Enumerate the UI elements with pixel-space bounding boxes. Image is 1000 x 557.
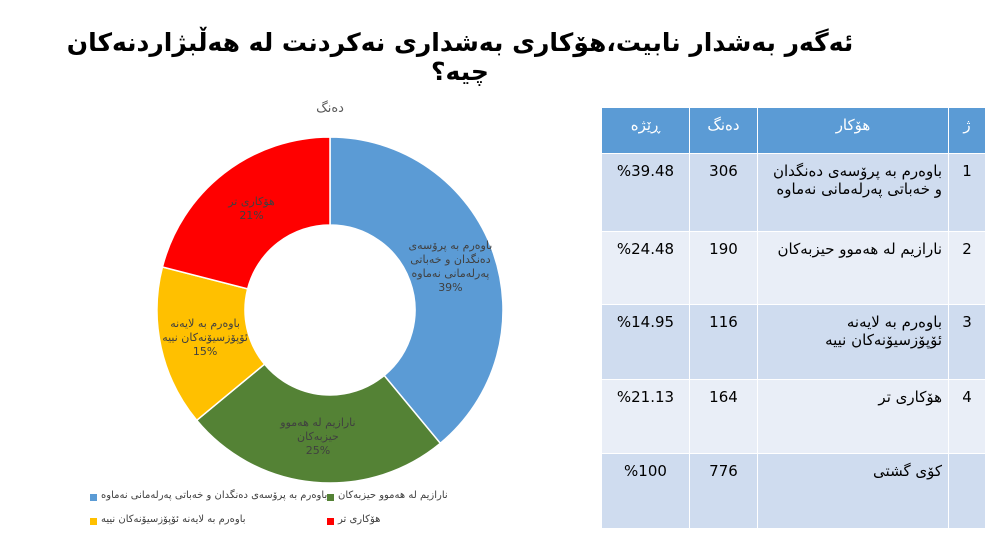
- table-cell: کۆی گشتی: [757, 453, 949, 529]
- data-label-value: 25%: [305, 444, 331, 458]
- legend-label: باوەرم بە پرۆسەی دەنگدان و خەباتی پەرلەم…: [101, 490, 328, 501]
- table-row: %39.48 306 باوەرم بە پرۆسەی دەنگدان و خەبا…: [601, 153, 986, 232]
- table-row: %100 776 کۆی گشتی: [601, 453, 986, 529]
- legend-label: هۆکاری تر: [338, 514, 381, 525]
- donut-slice: [329, 136, 504, 445]
- chart: دەنگ باوەرم بە پرۆسەی دەنگدان و خەباتی پ…: [156, 100, 504, 484]
- chart-title: دەنگ: [316, 100, 344, 116]
- data-label-value: 21%: [239, 208, 264, 222]
- legend-swatch: [327, 518, 334, 525]
- slide-title: ئەگەر بەشدار نابیت،هۆکاری بەشداری نەکردن…: [66, 28, 854, 86]
- legend-label: باوەرم بە لایەنە ئۆپۆزسیۆنەکان نییە: [101, 514, 246, 525]
- data-label-name: نارازیم لە هەموو حیزبەکان: [280, 416, 356, 444]
- legend-swatch: [327, 494, 334, 501]
- table-cell: 190: [689, 231, 758, 305]
- table-cell: هۆکاری تر: [757, 379, 949, 454]
- table-cell: باوەرم بە لایەنە ئۆپۆزسیۆنەکان نییە: [757, 304, 949, 380]
- table-cell: 776: [689, 453, 758, 529]
- table-cell: باوەرم بە پرۆسەی دەنگدان و خەباتی پەرلەم…: [757, 153, 949, 232]
- header-cell: ژ: [948, 107, 986, 154]
- table-cell: 164: [689, 379, 758, 454]
- legend-label: نارازیم لە هەموو حیزبەکان: [338, 490, 448, 501]
- table-row: %24.48 190 نارازیم لە هەموو حیزبەکان 2: [601, 231, 986, 305]
- table-header: ڕێژە دەنگ هۆکار ژ: [601, 107, 986, 154]
- table-cell: 306: [689, 153, 758, 232]
- legend-swatch: [90, 494, 97, 501]
- header-cell: ڕێژە: [601, 107, 690, 154]
- table-cell: %39.48: [601, 153, 690, 232]
- table-cell: %14.95: [601, 304, 690, 380]
- donut-slice: [195, 363, 442, 484]
- table-cell: [948, 453, 986, 529]
- data-label-value: 15%: [192, 344, 218, 358]
- header-cell: هۆکار: [757, 107, 949, 154]
- data-label-value: 39%: [438, 280, 463, 294]
- data-label-name: باوەرم بە لایەنە ئۆپۆزسیۆنەکان نییە: [162, 316, 248, 344]
- table-row: %21.13 164 هۆکاری تر 4: [601, 379, 986, 454]
- table-cell: %24.48: [601, 231, 690, 305]
- table-cell: نارازیم لە هەموو حیزبەکان: [757, 231, 949, 305]
- table-cell: 116: [689, 304, 758, 380]
- table-cell: 4: [948, 379, 986, 454]
- header-cell: دەنگ: [689, 107, 758, 154]
- data-label-name: باوەرم بە پرۆسەی دەنگدان و خەباتی پەرلەم…: [408, 238, 493, 280]
- data-label: باوەرم بە پرۆسەی دەنگدان و خەباتی پەرلەم…: [408, 238, 493, 294]
- data-table: ڕێژە دەنگ هۆکار ژ %39.48 306 باوەرم بە پرۆسەی …: [601, 107, 986, 529]
- table-cell: 2: [948, 231, 986, 305]
- table-row: %14.95 116 باوەرم بە لایەنە ئۆپۆزسیۆنەکان …: [601, 304, 986, 380]
- table-cell: 3: [948, 304, 986, 380]
- table-cell: %100: [601, 453, 690, 529]
- legend-swatch: [90, 518, 97, 525]
- data-label-name: هۆکاری تر: [228, 194, 275, 208]
- table-cell: %21.13: [601, 379, 690, 454]
- table-cell: 1: [948, 153, 986, 232]
- donut-slice: [161, 136, 331, 290]
